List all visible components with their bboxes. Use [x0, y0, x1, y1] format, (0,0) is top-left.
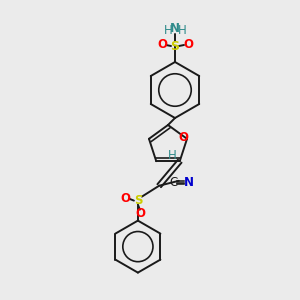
Text: H: H — [164, 23, 172, 37]
Text: O: O — [135, 207, 145, 220]
Text: H: H — [178, 23, 186, 37]
Text: N: N — [184, 176, 194, 189]
Text: C: C — [169, 176, 177, 189]
Text: O: O — [183, 38, 193, 52]
Text: H: H — [167, 149, 176, 162]
Text: O: O — [157, 38, 167, 52]
Text: O: O — [178, 131, 188, 144]
Text: S: S — [134, 194, 142, 207]
Text: O: O — [120, 192, 130, 205]
Text: S: S — [170, 40, 179, 52]
Text: N: N — [170, 22, 180, 35]
